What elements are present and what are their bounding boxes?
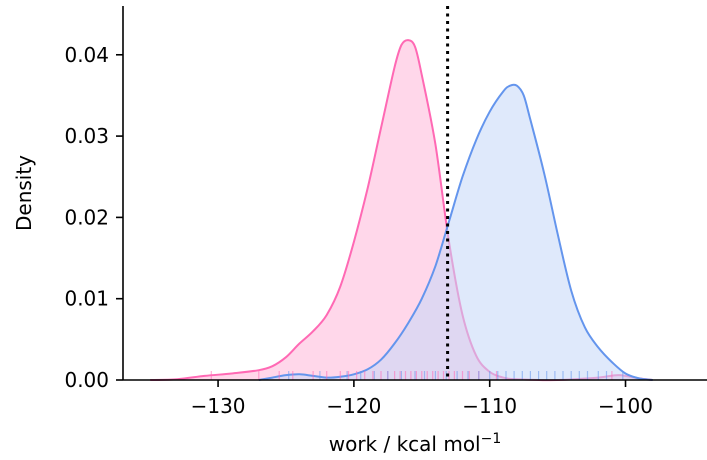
kde-line-1: [258, 83, 653, 381]
kde-area-0: [150, 40, 653, 381]
y-tick-label-2: 0.02: [64, 205, 109, 229]
y-tick-label-1: 0.01: [64, 287, 109, 311]
axes: [122, 6, 707, 381]
y-tick-label-4: 0.04: [64, 43, 109, 67]
x-tick-label-2: −110: [462, 394, 517, 418]
y-axis-label: Density: [12, 155, 36, 231]
x-tick-label-3: −100: [598, 394, 653, 418]
y-ticks: 0.00 0.01 0.02 0.03 0.04: [64, 43, 123, 392]
x-axis-label: work / kcal mol−1: [329, 431, 502, 456]
x-ticks: −130 −120 −110 −100: [191, 380, 653, 418]
kde-area-1: [258, 84, 653, 380]
plot-area: [150, 6, 653, 382]
y-tick-label-0: 0.00: [64, 368, 109, 392]
x-axis-label-text: work / kcal mol: [329, 432, 481, 456]
x-tick-label-0: −130: [191, 394, 246, 418]
y-tick-label-3: 0.03: [64, 124, 109, 148]
x-axis-label-superscript: −1: [481, 431, 502, 447]
x-tick-label-1: −120: [326, 394, 381, 418]
